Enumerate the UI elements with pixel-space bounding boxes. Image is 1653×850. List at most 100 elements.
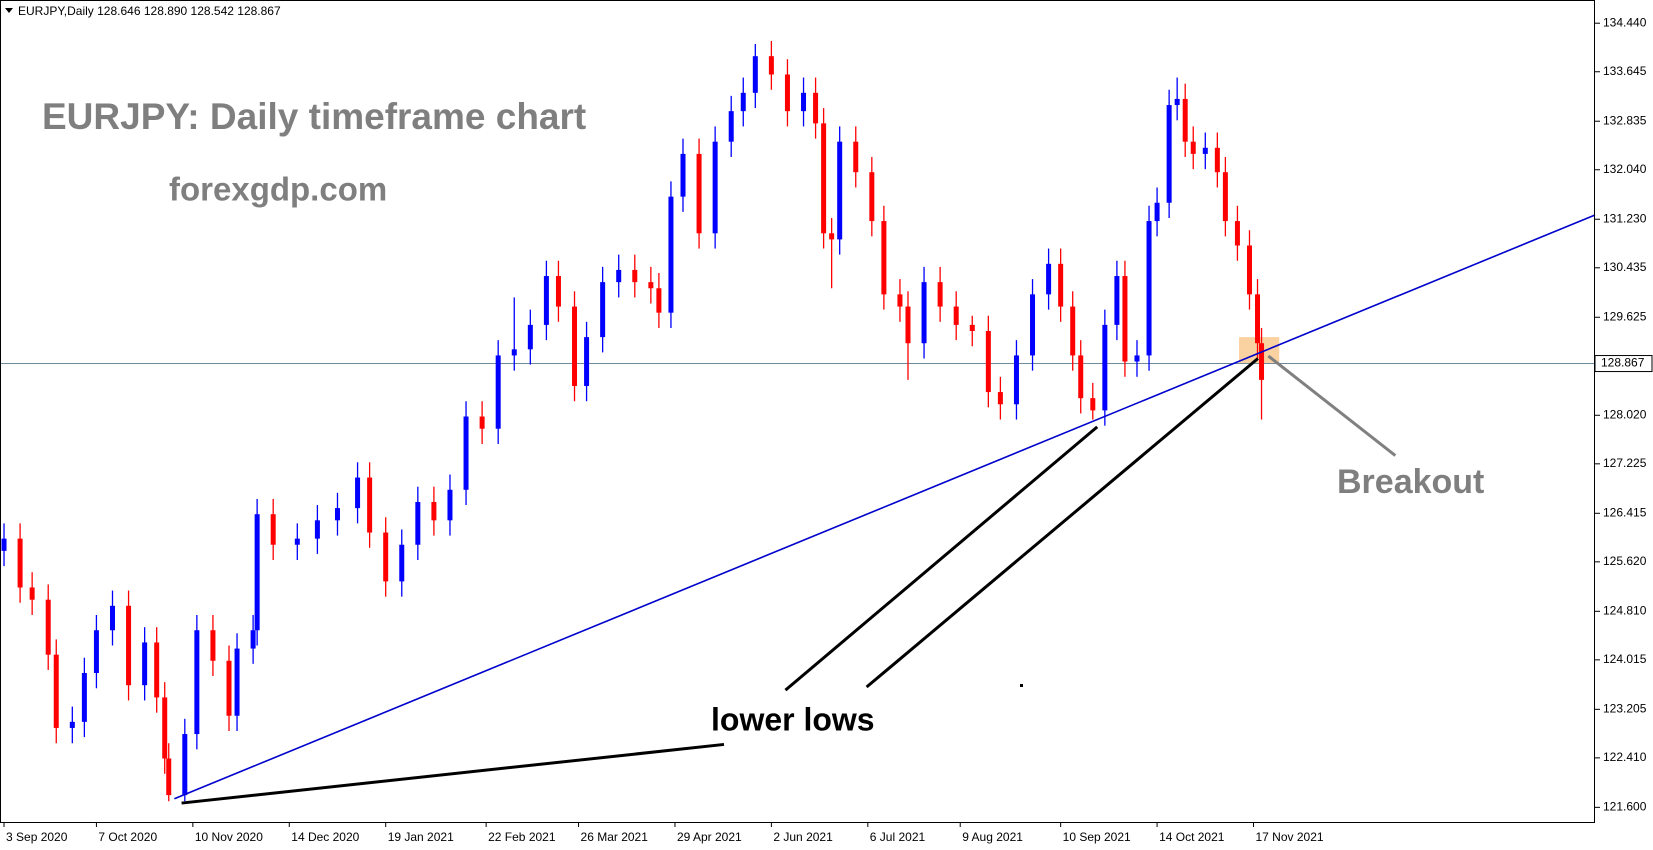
candle-body [1234, 221, 1240, 246]
candle-body [1122, 276, 1128, 362]
y-tick-label: 133.645 [1603, 64, 1647, 78]
candle-body [985, 330, 991, 393]
candle-body [1259, 343, 1265, 380]
candle-body [1102, 324, 1108, 411]
candle-body [463, 416, 469, 490]
y-tick-label: 126.415 [1603, 505, 1647, 519]
candle-body [712, 141, 718, 234]
candle-body [1134, 355, 1140, 362]
y-tick-label: 130.435 [1603, 260, 1647, 274]
candle-body [572, 306, 578, 386]
candle-body [740, 92, 746, 112]
arrow-line [784, 425, 1099, 692]
x-tick-label: 10 Sep 2021 [1063, 830, 1131, 844]
candle-body [1190, 141, 1196, 154]
candle-body [921, 282, 927, 344]
candle-body [399, 544, 405, 582]
candle-body [126, 605, 132, 686]
candle-body [1222, 172, 1228, 222]
x-tick-label: 19 Jan 2021 [388, 830, 454, 844]
candle-body [29, 587, 35, 600]
trendline [174, 214, 1596, 800]
candle-body [905, 306, 911, 344]
candle-body [953, 306, 959, 325]
candle-body [632, 269, 638, 283]
candle-body [431, 501, 437, 521]
candle-body [869, 172, 875, 222]
chart-title: EURJPY: Daily timeframe chart [42, 96, 586, 137]
candle-body [1246, 245, 1252, 295]
candle-body [1090, 398, 1096, 411]
candle-body [69, 721, 75, 728]
candle-body [1154, 202, 1160, 222]
candle-body [1030, 294, 1036, 356]
y-tick-label: 123.205 [1603, 701, 1647, 715]
candle-body [1255, 294, 1261, 344]
arrow-line [865, 357, 1259, 689]
candle-body [511, 349, 517, 356]
candle-body [752, 56, 758, 93]
plot-area [0, 40, 1596, 805]
candle-body [479, 416, 485, 429]
y-tick-label: 134.440 [1603, 15, 1647, 29]
candle-body [17, 538, 23, 588]
x-tick-label: 29 Apr 2021 [677, 830, 742, 844]
candle-body [1058, 263, 1064, 307]
candle-body [254, 514, 260, 631]
y-tick-label: 131.230 [1603, 211, 1647, 225]
annotation: Breakout [1337, 463, 1484, 501]
candle-body [784, 74, 790, 112]
candle-body [821, 123, 827, 234]
menu-triangle [5, 8, 13, 13]
x-tick-label: 10 Nov 2020 [195, 830, 263, 844]
candle-body [668, 196, 674, 313]
candle-body [194, 630, 200, 735]
y-tick-label: 124.810 [1603, 603, 1647, 617]
y-tick-label: 125.620 [1603, 554, 1647, 568]
candle-body [616, 269, 622, 283]
candle-body [648, 282, 654, 289]
candle-body [1146, 221, 1152, 356]
y-tick-label: 129.625 [1603, 309, 1647, 323]
candle-body [543, 276, 549, 325]
arrow-line [181, 742, 725, 805]
candle-body [555, 276, 561, 307]
candle-body [837, 141, 843, 240]
candle-body [355, 477, 361, 509]
candle-body [584, 337, 590, 386]
candle-body [1070, 306, 1076, 356]
y-tick-label: 124.015 [1603, 652, 1647, 666]
candle-body [142, 642, 148, 686]
candle-body [1182, 98, 1188, 142]
y-tick-label: 121.600 [1603, 800, 1647, 814]
candle-body [1078, 355, 1084, 399]
candle-body [656, 288, 662, 313]
candle-body [680, 153, 686, 197]
candle-body [314, 520, 320, 539]
y-tick-label: 132.040 [1603, 162, 1647, 176]
x-tick-label: 9 Aug 2021 [962, 830, 1023, 844]
candle-body [1174, 98, 1180, 106]
candle-body [166, 758, 172, 796]
candle-body [182, 734, 188, 796]
candle-body [270, 514, 276, 545]
candle-body [853, 141, 859, 173]
candle-body [109, 605, 115, 631]
x-tick-label: 14 Dec 2020 [291, 830, 359, 844]
arrow-line [1267, 354, 1397, 457]
candle-body [53, 654, 59, 728]
candle-body [383, 532, 389, 582]
candle-body [600, 282, 606, 338]
candle-body [1166, 105, 1172, 203]
current-price-label: 128.867 [1601, 356, 1645, 370]
candle-body [527, 324, 533, 350]
candle-body [294, 538, 300, 545]
candle-body [1114, 276, 1120, 325]
candle-body [210, 630, 216, 661]
x-tick-label: 3 Sep 2020 [6, 830, 68, 844]
candle-body [1, 538, 7, 551]
candle-body [897, 294, 903, 307]
info-line: EURJPY,Daily 128.646 128.890 128.542 128… [18, 4, 281, 18]
